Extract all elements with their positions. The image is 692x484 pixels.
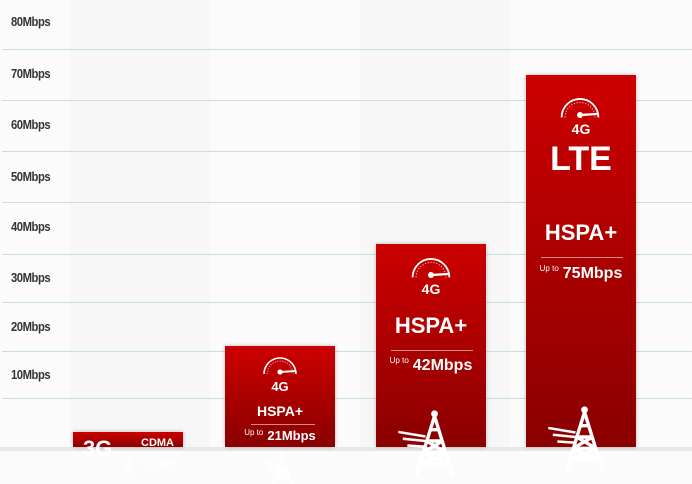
bar-tech: CDMA <box>141 437 174 450</box>
y-tick-label: 80Mbps <box>11 15 51 29</box>
y-tick-label: 70Mbps <box>11 67 51 81</box>
bar-gen: 4G <box>421 280 441 297</box>
gridline <box>2 100 692 101</box>
up-to-label: Up to <box>244 428 264 438</box>
baseline <box>0 447 692 451</box>
bar-tech: HSPA+ <box>394 312 468 338</box>
y-tick-label: 40Mbps <box>11 220 51 234</box>
bar-lte-75: 4G LTE HSPA+ Up to 75Mbps <box>526 74 636 471</box>
bar-hspa-42: 4G HSPA+ Up to 42Mbps <box>376 243 486 475</box>
bar-gen: 3G <box>83 436 113 462</box>
bar-tech: HSPA+ <box>544 219 618 245</box>
bar-tech-lte: LTE <box>550 139 612 178</box>
bar-3g: 3G CDMA 3Mbps <box>73 432 183 477</box>
tower-icon <box>398 409 455 475</box>
gridline <box>2 351 692 352</box>
tower-icon <box>264 451 293 484</box>
up-to-label: Up to <box>389 355 409 365</box>
y-tick-label: 30Mbps <box>11 271 51 285</box>
gridline <box>2 49 692 50</box>
tower-icon <box>118 458 134 477</box>
divider <box>139 452 179 454</box>
bar-speed: 21Mbps <box>267 428 316 444</box>
bar-speed: 42Mbps <box>412 356 473 374</box>
bar-speed: 3Mbps <box>141 456 176 469</box>
tower-icon <box>548 405 605 471</box>
speedometer-icon <box>263 357 297 375</box>
gridline <box>2 151 692 152</box>
y-tick-label: 10Mbps <box>11 368 51 382</box>
bar-speed: 75Mbps <box>562 264 623 282</box>
divider <box>391 349 473 351</box>
speedometer-icon <box>560 97 600 118</box>
bar-tech: HSPA+ <box>256 403 304 420</box>
gridline <box>2 202 692 203</box>
y-tick-label: 60Mbps <box>11 118 51 132</box>
gridline <box>2 254 692 255</box>
column-band <box>70 0 210 447</box>
bar-gen: 4G <box>571 120 591 137</box>
bar-hspa-21: 4G HSPA+ Up to 21Mbps <box>225 346 335 484</box>
gridline <box>2 302 692 303</box>
gridline <box>2 398 692 399</box>
up-to-label: Up to <box>539 263 559 273</box>
divider <box>251 424 315 426</box>
bar-gen: 4G <box>271 379 289 395</box>
divider <box>541 256 623 258</box>
speedometer-icon <box>411 257 451 278</box>
y-tick-label: 20Mbps <box>11 320 51 334</box>
y-tick-label: 50Mbps <box>11 170 51 184</box>
